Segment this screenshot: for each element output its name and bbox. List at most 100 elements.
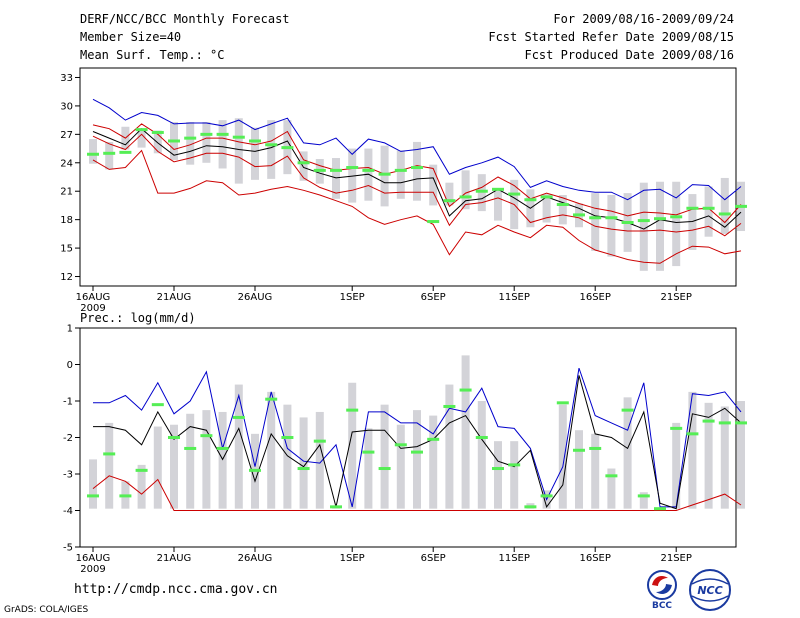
x-tick-label: 6SEP: [421, 553, 446, 564]
spread-bar: [704, 186, 713, 237]
grads-credit: GrADS: COLA/IGES: [4, 605, 89, 615]
spread-bar: [348, 148, 357, 203]
spread-bar: [186, 122, 195, 165]
spread-bar: [105, 422, 114, 509]
spread-bar: [591, 193, 600, 251]
median-marker: [119, 150, 132, 154]
y-tick-label: -2: [63, 433, 73, 444]
source-url[interactable]: http://cmdp.ncc.cma.gov.cn: [74, 582, 278, 597]
median-marker: [232, 135, 245, 139]
x-tick-label: 21SEP: [660, 553, 691, 564]
spread-bar: [720, 406, 729, 509]
spread-bar: [445, 384, 454, 509]
spread-bar: [364, 428, 373, 509]
median-marker: [443, 199, 456, 203]
x-tick-label: 16SEP: [579, 553, 610, 564]
spread-bar: [283, 404, 292, 509]
forecast-period: For 2009/08/16-2009/09/24: [553, 12, 734, 26]
spread-bar: [202, 410, 211, 509]
median-marker: [362, 168, 375, 172]
spread-bar: [137, 464, 146, 509]
spread-bar: [218, 120, 227, 169]
spread-bar: [202, 122, 211, 163]
spread-bar: [558, 195, 567, 225]
median-marker: [330, 505, 342, 509]
chart-title: DERF/NCC/BCC Monthly Forecast: [80, 12, 290, 26]
y-tick-label: 15: [60, 244, 73, 255]
median-marker: [589, 446, 602, 450]
median-marker: [475, 436, 488, 439]
y-tick-label: 0: [67, 360, 73, 371]
spread-bar: [413, 410, 421, 509]
x-tick-label: 21AUG: [157, 292, 192, 303]
x-tick-label: 11SEP: [498, 292, 529, 303]
median-marker: [427, 220, 440, 224]
spread-bar: [267, 120, 276, 179]
median-marker: [119, 494, 132, 498]
median-marker: [735, 421, 747, 425]
median-marker: [362, 450, 375, 454]
median-marker: [540, 494, 553, 498]
spread-bar: [332, 158, 340, 199]
spread-bar: [429, 415, 438, 509]
spread-bar: [396, 424, 405, 509]
median-marker: [654, 217, 666, 221]
spread-bar: [461, 355, 470, 509]
y-tick-label: -1: [63, 397, 73, 408]
median-marker: [427, 437, 440, 441]
ncc-logo: NCC: [686, 568, 734, 612]
spread-bar: [688, 194, 697, 250]
spread-bar: [429, 164, 438, 206]
spread-bar: [672, 422, 681, 509]
x-tick-sublabel: 2009: [80, 564, 105, 575]
median-marker: [103, 151, 116, 155]
spread-bar: [315, 411, 324, 509]
median-marker: [313, 439, 326, 443]
x-tick-sublabel: 2009: [80, 303, 105, 314]
x-tick-label: 16AUG: [76, 553, 111, 564]
upper-quantile-line: [92, 123, 742, 224]
median-marker: [524, 198, 537, 202]
median-marker: [718, 421, 731, 425]
y-tick-label: 12: [60, 272, 73, 283]
median-marker: [573, 448, 585, 452]
spread-bar: [494, 189, 502, 221]
spread-bar: [299, 417, 308, 509]
spread-bar: [737, 401, 745, 509]
median-marker: [556, 202, 569, 206]
spread-bar: [89, 459, 97, 509]
spread-bar: [89, 139, 97, 164]
x-tick-label: 21AUG: [157, 553, 192, 564]
y-tick-label: 33: [60, 73, 73, 84]
spread-bar: [267, 391, 276, 509]
spread-bar: [591, 433, 600, 509]
x-tick-label: 26AUG: [238, 553, 273, 564]
member-size-label: Member Size=40: [80, 30, 182, 44]
median-marker: [524, 505, 537, 509]
bcc-logo: BCC: [640, 568, 684, 611]
max-line: [92, 98, 742, 201]
median-marker: [670, 426, 683, 430]
median-marker: [654, 507, 666, 511]
fcst-produced-date: Fcst Produced Date 2009/08/16: [524, 48, 734, 62]
spread-bar: [672, 181, 681, 267]
spread-bar: [607, 468, 616, 509]
spread-bar: [510, 441, 519, 509]
median-marker: [443, 404, 456, 408]
median-marker: [330, 168, 342, 172]
y-tick-label: 1: [67, 324, 73, 335]
median-marker: [378, 172, 391, 176]
min-line: [92, 475, 742, 511]
bcc-logo-text: BCC: [652, 601, 672, 610]
spread-bar: [575, 430, 583, 509]
spread-bar: [137, 128, 146, 148]
spread-bar: [251, 127, 259, 180]
median-marker: [265, 397, 278, 401]
median-marker: [508, 463, 521, 467]
spread-bar: [558, 404, 567, 509]
median-marker: [411, 450, 423, 454]
y-tick-label: -5: [63, 543, 73, 554]
